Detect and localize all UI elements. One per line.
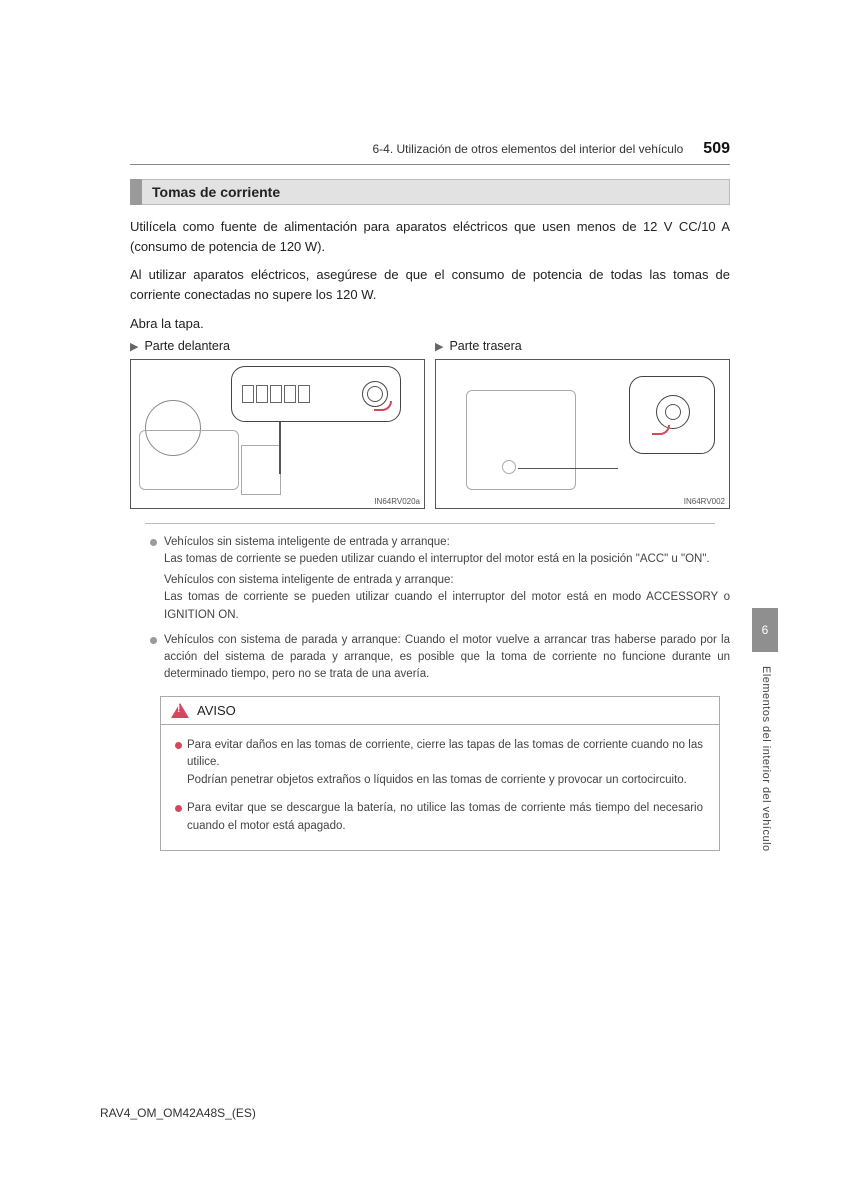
figure-rear-label: ▶Parte trasera [435,339,730,353]
aviso-body: Para evitar daños en las tomas de corrie… [161,725,719,850]
button-row [242,385,310,403]
intro-paragraph-2: Al utilizar aparatos eléctricos, asegúre… [130,265,730,305]
page-header: 6-4. Utilización de otros elementos del … [130,140,730,165]
note-1b: Vehículos con sistema inteligente de ent… [164,572,730,624]
triangle-icon: ▶ [435,341,443,353]
page-content: 6-4. Utilización de otros elementos del … [130,140,730,851]
dash-sketch [139,430,239,490]
console-rear-sketch [466,390,576,490]
open-arrow-icon [374,401,392,411]
console-sketch [241,445,281,495]
divider [145,523,715,524]
note-item-1: Vehículos sin sistema inteligente de ent… [164,534,730,624]
breadcrumb: 6-4. Utilización de otros elementos del … [372,142,683,156]
note-1b-body: Las tomas de corriente se pueden utiliza… [164,591,730,620]
aviso-2: Para evitar que se descargue la batería,… [187,802,703,832]
open-arrow-icon [652,425,670,435]
note-item-2: Vehículos con sistema de parada y arranq… [164,632,730,684]
notes-list: Vehículos sin sistema inteligente de ent… [130,534,730,684]
chapter-tab: 6 [752,608,778,652]
callout-front [231,366,401,422]
section-title: Tomas de corriente [142,179,730,205]
figure-front-id: IN64RV020a [374,497,420,506]
open-lid-text: Abra la tapa. [130,316,730,331]
aviso-header: AVISO [161,697,719,725]
lead-line [279,422,281,474]
note-1-body: Las tomas de corriente se pueden utiliza… [164,553,710,565]
triangle-icon: ▶ [130,341,138,353]
aviso-title: AVISO [197,703,236,718]
bullet-icon [150,539,157,546]
bullet-icon [175,805,182,812]
aviso-box: AVISO Para evitar daños en las tomas de … [160,696,720,851]
aviso-1: Para evitar daños en las tomas de corrie… [187,739,703,769]
aviso-item-1: Para evitar daños en las tomas de corrie… [187,737,703,790]
note-1b-head: Vehículos con sistema inteligente de ent… [164,574,454,586]
section-accent [130,179,142,205]
figure-rear-box: IN64RV002 [435,359,730,509]
outlet-icon [656,395,690,429]
chapter-label: Elementos del interior del vehículo [760,666,772,852]
figure-front-box: IN64RV020a [130,359,425,509]
chapter-number: 6 [762,623,769,637]
note-2: Vehículos con sistema de parada y arranq… [164,634,730,681]
warning-icon [171,703,189,718]
bullet-icon [150,637,157,644]
intro-paragraph-1: Utilícela como fuente de alimentación pa… [130,217,730,257]
section-heading: Tomas de corriente [130,179,730,205]
lead-line [518,468,618,470]
bullet-icon [175,742,182,749]
figure-front-label: ▶Parte delantera [130,339,425,353]
figure-row: ▶Parte delantera IN64RV020a ▶Parte trase… [130,339,730,509]
page-number: 509 [703,140,730,158]
footer-doc-id: RAV4_OM_OM42A48S_(ES) [100,1106,256,1120]
note-1-head: Vehículos sin sistema inteligente de ent… [164,536,450,548]
figure-rear: ▶Parte trasera IN64RV002 [435,339,730,509]
rear-socket-sketch [502,460,516,474]
figure-front: ▶Parte delantera IN64RV020a [130,339,425,509]
aviso-1-sub: Podrían penetrar objetos extraños o líqu… [187,774,687,786]
callout-rear [629,376,715,454]
aviso-item-2: Para evitar que se descargue la batería,… [187,800,703,836]
figure-rear-id: IN64RV002 [684,497,725,506]
